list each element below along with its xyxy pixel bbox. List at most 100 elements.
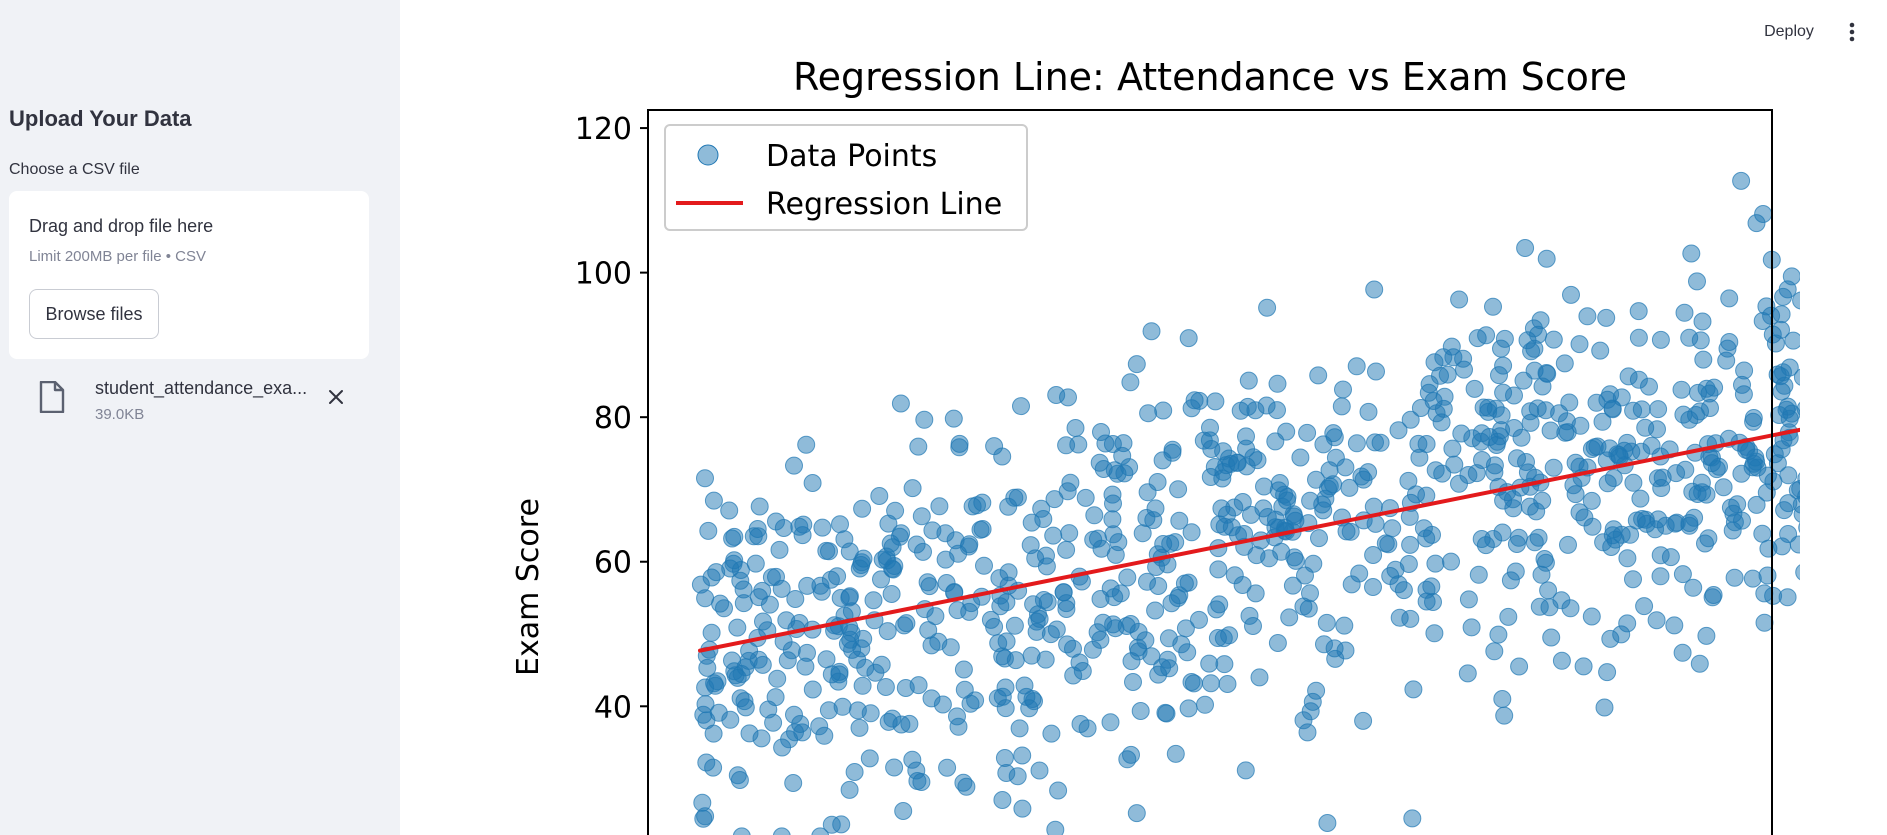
scatter-point <box>873 550 892 569</box>
scatter-point <box>1512 428 1531 447</box>
scatter-point <box>1431 366 1449 385</box>
scatter-point <box>1350 564 1369 583</box>
scatter-point <box>1057 540 1076 559</box>
scatter-point <box>1367 362 1385 381</box>
scatter-point <box>1582 607 1601 626</box>
scatter-point <box>912 507 931 526</box>
scatter-point <box>1720 289 1739 308</box>
scatter-point <box>981 610 1000 629</box>
scatter-point <box>1467 464 1486 483</box>
scatter-point <box>1597 308 1616 327</box>
scatter-point <box>1758 466 1777 485</box>
y-tick-label: 40 <box>594 690 632 725</box>
scatter-point <box>1601 629 1620 648</box>
scatter-point <box>1629 328 1648 347</box>
scatter-point <box>1121 615 1140 633</box>
scatter-point <box>1118 568 1137 587</box>
deploy-button[interactable]: Deploy <box>1764 23 1814 40</box>
scatter-point <box>784 774 803 792</box>
scatter-point <box>766 688 785 707</box>
scatter-point <box>1550 404 1569 423</box>
scatter-point <box>1602 538 1621 556</box>
scatter-point <box>1537 249 1556 268</box>
scatter-point <box>1527 502 1546 521</box>
scatter-point <box>853 676 872 695</box>
scatter-point <box>1462 618 1481 637</box>
scatter-point <box>1493 690 1512 708</box>
scatter-point <box>892 715 911 734</box>
scatter-point <box>728 618 747 637</box>
scatter-point <box>912 773 931 791</box>
scatter-point <box>1190 610 1208 629</box>
scatter-point <box>1485 642 1504 661</box>
scatter-point <box>1270 474 1289 492</box>
scatter-point <box>1495 706 1514 725</box>
scatter-point <box>930 497 949 516</box>
scatter-point <box>1417 580 1436 599</box>
close-icon[interactable] <box>324 385 348 409</box>
scatter-point <box>909 437 928 456</box>
scatter-point <box>1682 244 1701 263</box>
scatter-point <box>1753 312 1772 330</box>
scatter-point <box>1298 723 1317 742</box>
scatter-point <box>1680 328 1699 347</box>
scatter-point <box>1544 458 1563 477</box>
scatter-point <box>1212 499 1231 518</box>
scatter-point <box>1484 297 1502 316</box>
scatter-point <box>1047 620 1066 639</box>
scatter-point <box>1049 781 1068 800</box>
scatter-point <box>1541 421 1560 440</box>
scatter-point <box>1250 668 1269 687</box>
scatter-point <box>1485 456 1504 475</box>
scatter-point <box>1425 624 1444 643</box>
scatter-point <box>864 591 883 610</box>
scatter-point <box>995 649 1014 668</box>
scatter-point <box>1676 460 1695 479</box>
scatter-point <box>1335 616 1354 635</box>
scatter-point <box>1631 489 1650 508</box>
scatter-point <box>1030 761 1049 780</box>
scatter-point <box>1651 567 1670 586</box>
scatter-point <box>1637 514 1656 533</box>
scatter-point <box>1772 305 1791 324</box>
scatter-point <box>1137 509 1156 527</box>
scatter-point <box>1652 479 1671 497</box>
scatter-point <box>1521 413 1540 432</box>
scatter-point <box>1434 348 1453 367</box>
scatter-point <box>822 815 841 834</box>
scatter-point <box>1332 397 1351 416</box>
scatter-point <box>1494 356 1513 375</box>
scatter-point <box>1246 584 1265 603</box>
scatter-point <box>1318 814 1337 832</box>
scatter-point <box>882 585 901 603</box>
scatter-point <box>1222 518 1241 537</box>
scatter-point <box>1618 549 1637 568</box>
scatter-point <box>1127 355 1146 374</box>
scatter-point <box>1598 474 1617 493</box>
scatter-point <box>850 718 869 737</box>
scatter-point <box>1647 611 1666 630</box>
scatter-point <box>1542 628 1561 647</box>
scatter-point <box>785 456 803 475</box>
chart-legend: Data Points Regression Line <box>664 124 1028 231</box>
scatter-point <box>1280 608 1299 627</box>
scatter-point <box>1544 330 1563 349</box>
scatter-point <box>1266 432 1285 451</box>
scatter-point <box>950 438 969 457</box>
scatter-point <box>1386 560 1405 579</box>
scatter-point <box>881 534 900 553</box>
scatter-point <box>1795 564 1800 581</box>
scatter-point <box>1058 482 1077 501</box>
file-dropzone[interactable]: Drag and drop file here Limit 200MB per … <box>9 191 369 359</box>
scatter-point <box>1595 698 1614 717</box>
scatter-point <box>1083 640 1102 659</box>
scatter-point <box>1175 574 1194 593</box>
scatter-point <box>797 435 816 454</box>
scatter-point <box>791 715 810 733</box>
scatter-point <box>1210 595 1229 614</box>
more-vertical-icon[interactable] <box>1840 16 1864 48</box>
scatter-point <box>1755 613 1774 632</box>
browse-files-button[interactable]: Browse files <box>29 289 159 339</box>
scatter-point <box>773 738 792 757</box>
scatter-point <box>1334 380 1352 399</box>
